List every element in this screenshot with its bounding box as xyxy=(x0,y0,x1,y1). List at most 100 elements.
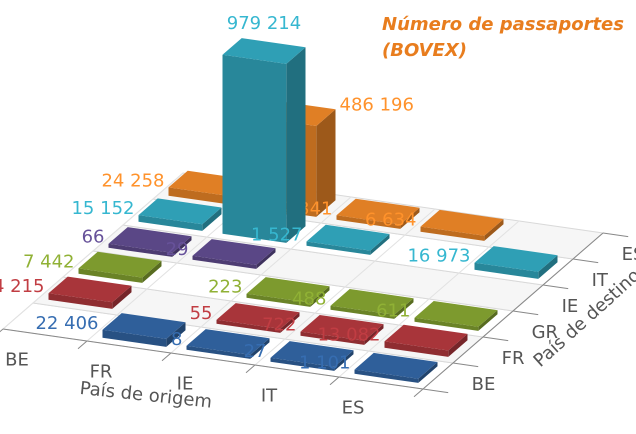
data-label: 722 xyxy=(262,315,296,336)
bar-side xyxy=(280,312,300,333)
bar-side xyxy=(166,322,186,347)
bar-side xyxy=(394,298,414,319)
bar-front xyxy=(138,215,203,231)
bar xyxy=(78,251,162,283)
bar-top xyxy=(222,38,306,64)
bar-top xyxy=(336,198,420,225)
bar-top xyxy=(420,209,504,236)
bar-top xyxy=(306,224,390,251)
bar-side xyxy=(256,248,276,269)
bar-side xyxy=(478,310,498,331)
bar xyxy=(138,198,222,231)
data-label: 1 101 xyxy=(299,353,351,374)
tick xyxy=(77,340,88,350)
bar-side xyxy=(418,362,438,383)
data-label: 6 634 xyxy=(365,210,417,231)
tick xyxy=(512,310,539,316)
bar-top xyxy=(192,239,276,265)
data-label: 27 xyxy=(244,341,267,362)
bar-side xyxy=(448,333,468,357)
bar-side xyxy=(538,255,558,279)
x-tick-label: IE xyxy=(177,374,194,395)
tick xyxy=(245,364,256,374)
bar xyxy=(384,324,468,357)
bar-front xyxy=(186,345,251,359)
tick xyxy=(542,284,569,290)
bar-side xyxy=(484,219,504,241)
tick xyxy=(452,362,479,368)
bar xyxy=(336,198,420,229)
x-tick-label: FR xyxy=(90,362,113,383)
bar-side xyxy=(142,260,162,283)
bar-top xyxy=(138,198,222,225)
floor-line xyxy=(170,196,352,354)
y-tick-label: FR xyxy=(502,348,525,369)
bar-front xyxy=(222,54,287,243)
bar-top xyxy=(270,341,354,367)
tick xyxy=(572,258,599,264)
tick xyxy=(161,352,172,362)
tick xyxy=(0,328,4,333)
bar-top xyxy=(246,277,330,303)
bar-front xyxy=(414,317,479,331)
data-label: 15 152 xyxy=(71,198,134,219)
bar-top xyxy=(300,315,384,341)
bar-front xyxy=(306,241,371,255)
bar-front xyxy=(78,268,143,283)
floor-line xyxy=(338,220,520,378)
data-label: 13 082 xyxy=(317,324,380,345)
bar-top xyxy=(354,352,438,379)
y-tick-label: BE xyxy=(472,374,496,395)
bar-front xyxy=(300,331,365,345)
bar-top xyxy=(330,289,414,315)
bar xyxy=(102,313,186,347)
data-label: 7 442 xyxy=(23,251,75,272)
bar-front xyxy=(420,226,485,241)
x-axis xyxy=(2,328,424,390)
bar xyxy=(414,301,498,331)
bar-front xyxy=(216,319,281,333)
bar xyxy=(186,329,270,359)
bar xyxy=(108,227,192,257)
bar-side xyxy=(286,47,306,243)
data-label: 24 258 xyxy=(101,170,164,191)
bar-front xyxy=(384,341,449,357)
data-label: 22 406 xyxy=(35,313,98,334)
data-label: 486 196 xyxy=(340,94,414,115)
data-label: 14 215 xyxy=(0,276,44,297)
bar-side xyxy=(334,350,354,371)
bar-top xyxy=(102,313,186,339)
tick xyxy=(482,336,509,342)
bar-front xyxy=(102,329,167,347)
bar-front xyxy=(48,293,113,309)
bar xyxy=(48,276,132,309)
bar-front xyxy=(336,215,401,229)
bar-side xyxy=(172,236,192,257)
bar-front xyxy=(192,255,257,269)
y-tick-label: IE xyxy=(562,296,579,317)
data-label: 979 214 xyxy=(227,13,301,34)
tick xyxy=(329,376,340,386)
bar-front xyxy=(246,293,311,307)
bar xyxy=(192,239,276,269)
bar xyxy=(474,246,558,279)
data-label: 8 xyxy=(171,329,182,350)
tick xyxy=(602,232,629,238)
bar-front xyxy=(330,305,395,319)
bar-top xyxy=(216,303,300,329)
floor-line xyxy=(254,208,436,366)
x-tick-label: ES xyxy=(342,398,365,419)
bar xyxy=(306,224,390,255)
bar xyxy=(300,315,384,345)
bar-side xyxy=(316,109,336,217)
data-label: 29 xyxy=(166,239,189,260)
bar-top xyxy=(384,324,468,351)
tick xyxy=(422,388,449,394)
data-label: 1 527 xyxy=(251,224,303,245)
bar xyxy=(270,341,354,371)
data-label: 488 xyxy=(292,289,326,310)
chart-title: Número de passaportes (BOVEX) xyxy=(382,14,624,61)
bar-front xyxy=(270,357,335,371)
